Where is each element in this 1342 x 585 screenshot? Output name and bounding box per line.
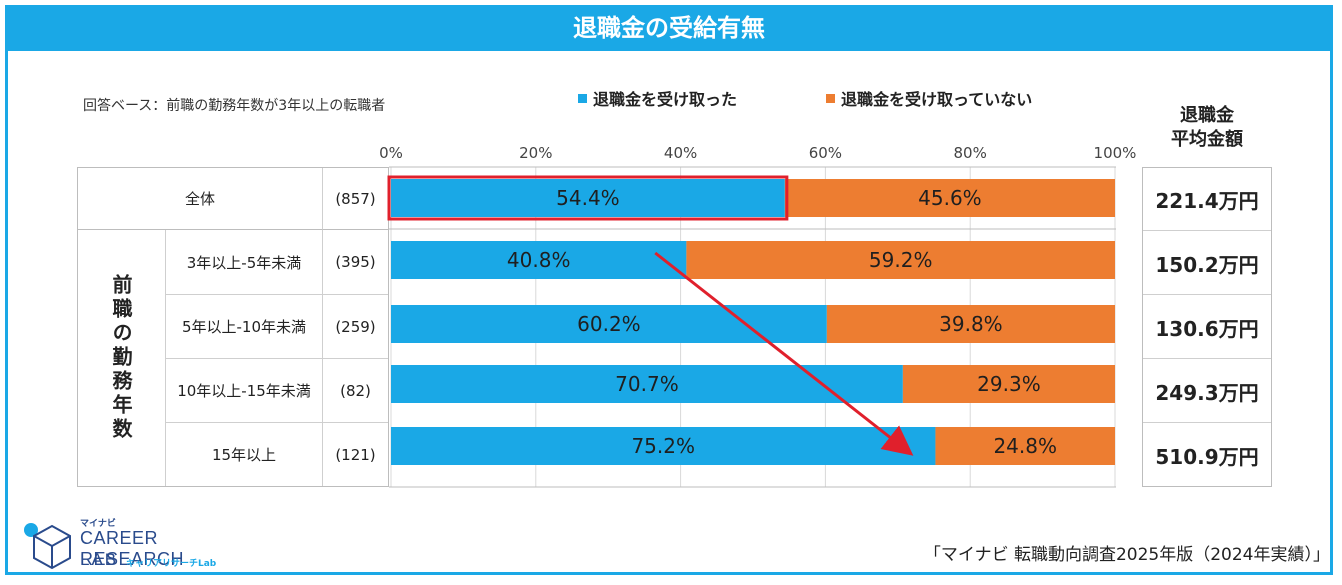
bar-not-received-3 — [902, 365, 1115, 403]
row-label-3to5: 3年以上-5年未満 — [186, 253, 302, 272]
bar-received-1 — [391, 241, 687, 279]
row-n-3to5: (395) — [322, 230, 388, 294]
legend-swatch-not-received — [826, 93, 835, 103]
row-n-total: (857) — [322, 168, 388, 230]
x-tick-label: 0% — [379, 144, 403, 162]
base-note: 回答ベース：前職の勤務年数が3年以上の転職者 — [83, 98, 386, 114]
logo-main-text: CAREER RESEARCH — [80, 528, 185, 569]
row-label-10to15: 10年以上-15年未満 — [166, 358, 322, 422]
group-label-tenure: 前職の勤務年数 — [78, 230, 166, 486]
x-tick-label: 60% — [809, 144, 842, 162]
logo-lab-text: LAB — [80, 550, 119, 569]
legend-received: 退職金を受け取った — [578, 86, 737, 110]
legend-label-received: 退職金を受け取った — [593, 90, 738, 109]
row-label-5to10: 5年以上-10年未満 — [166, 294, 322, 358]
row-label-total: 全体 — [78, 168, 322, 230]
avg-5to10: 130.6万円 — [1143, 294, 1271, 359]
avg-total: 221.4万円 — [1155, 188, 1259, 213]
data-label-received-3: 70.7% — [615, 372, 679, 396]
bar-not-received-2 — [826, 305, 1115, 343]
bar-received-2 — [391, 305, 827, 343]
legend-not-received: 退職金を受け取っていない — [826, 86, 1032, 110]
career-research-lab-logo: マイナビ CAREER RESEARCH LAB キャリアリサーチLab — [22, 516, 262, 572]
data-label-not-received-4: 24.8% — [993, 434, 1057, 458]
chart-title: 退職金の受給有無 — [5, 5, 1333, 51]
data-label-not-received-3: 29.3% — [977, 372, 1041, 396]
data-label-received-2: 60.2% — [577, 312, 641, 336]
x-tick-label: 20% — [519, 144, 552, 162]
avg-amount-header: 退職金 平均金額 — [1142, 104, 1272, 152]
avg-10to15: 249.3万円 — [1143, 358, 1271, 423]
bar-received-0 — [391, 179, 785, 217]
bar-not-received-0 — [784, 179, 1115, 217]
row-n-10to15: (82) — [322, 358, 388, 422]
trend-arrow — [654, 251, 914, 456]
category-table: 全体 (857) 前職の勤務年数 3年以上-5年未満 (395) 5年以上-10… — [77, 167, 389, 487]
data-label-not-received-2: 39.8% — [939, 312, 1003, 336]
logo-cube-icon — [24, 523, 71, 570]
highlight-box — [387, 175, 789, 221]
x-tick-label: 100% — [1094, 144, 1137, 162]
row-label-15plus: 15年以上 — [166, 422, 322, 486]
avg-amount-column: 221.4万円 150.2万円 130.6万円 249.3万円 510.9万円 — [1142, 167, 1272, 487]
data-label-not-received-1: 59.2% — [869, 248, 933, 272]
x-tick-label: 80% — [954, 144, 987, 162]
bar-received-3 — [391, 365, 903, 403]
avg-header-line1: 退職金 — [1180, 105, 1234, 126]
bar-not-received-4 — [935, 427, 1115, 465]
logo-brand-small: マイナビ — [80, 519, 116, 529]
data-label-not-received-0: 45.6% — [918, 186, 982, 210]
x-tick-label: 40% — [664, 144, 697, 162]
data-label-received-0: 54.4% — [556, 186, 620, 210]
row-n-5to10: (259) — [322, 294, 388, 358]
avg-15plus: 510.9万円 — [1143, 422, 1271, 487]
data-label-received-1: 40.8% — [507, 248, 571, 272]
bar-not-received-1 — [686, 241, 1115, 279]
source-note: 「マイナビ 転職動向調査2025年版（2024年実績）」 — [923, 545, 1330, 565]
legend-swatch-received — [578, 93, 587, 103]
logo-kana-text: キャリアリサーチLab — [126, 559, 217, 569]
avg-header-line2: 平均金額 — [1171, 129, 1243, 150]
data-label-received-4: 75.2% — [631, 434, 695, 458]
legend-label-not-received: 退職金を受け取っていない — [841, 90, 1033, 109]
bar-received-4 — [391, 427, 936, 465]
avg-3to5: 150.2万円 — [1143, 230, 1271, 295]
row-n-15plus: (121) — [322, 422, 388, 486]
chart-frame — [5, 5, 1333, 575]
